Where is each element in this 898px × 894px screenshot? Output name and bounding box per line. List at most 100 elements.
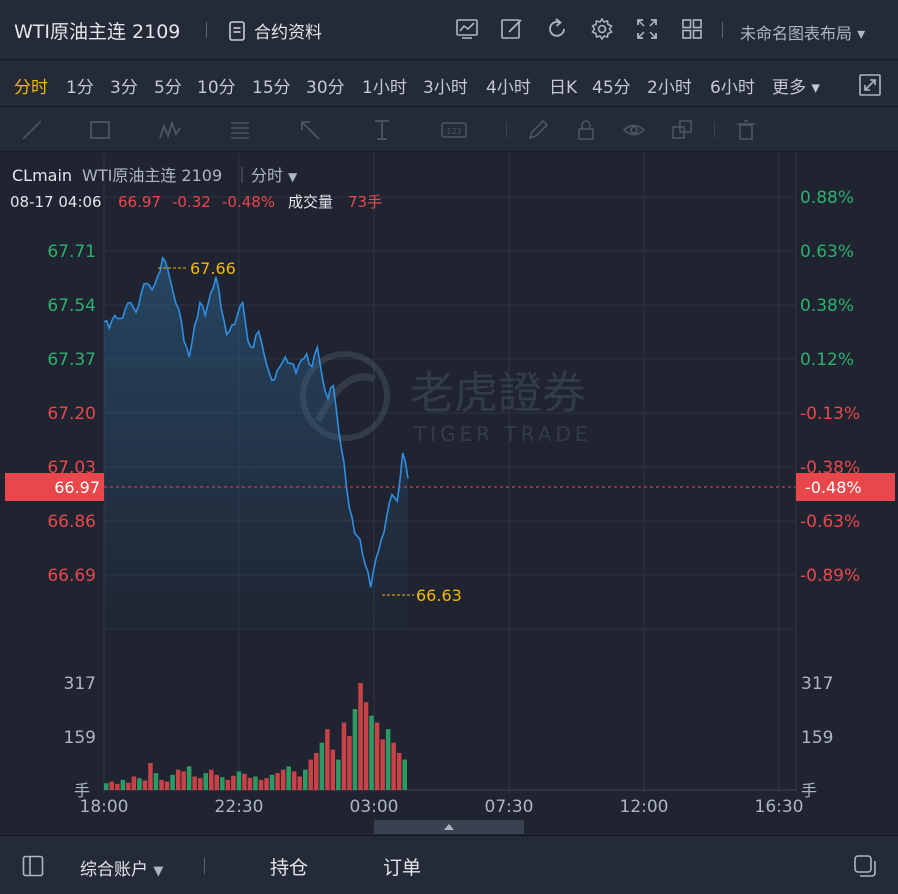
- pct-tick-right: -0.13%: [800, 404, 860, 424]
- chart-period[interactable]: 分时: [251, 166, 283, 185]
- text-label-tool-icon[interactable]: 123: [440, 118, 468, 142]
- volume-bar: [137, 778, 142, 790]
- period-tab[interactable]: 6小时: [710, 78, 755, 98]
- watermark-cn: 老虎證券: [410, 368, 586, 419]
- chart-instrument: WTI原油主连 2109: [82, 166, 222, 185]
- bottom-bar: 综合账户 ▼ 持仓 订单: [0, 835, 898, 894]
- quote-datetime: 08-17 04:06: [10, 193, 102, 211]
- period-tab[interactable]: 更多 ▾: [772, 78, 820, 98]
- settings-gear-icon[interactable]: [589, 16, 615, 42]
- volume-bar: [164, 781, 170, 790]
- period-tab[interactable]: 分时: [14, 78, 48, 98]
- quote-price: 66.97: [118, 193, 161, 211]
- document-icon: [229, 20, 245, 41]
- lock-icon[interactable]: [574, 118, 598, 142]
- quote-change: -0.32: [172, 193, 211, 211]
- volume-bar: [308, 759, 313, 790]
- chart-area[interactable]: 老虎證券 TIGER TRADE 67.71 67.54 67.37 67.20 67.…: [0, 153, 898, 820]
- volume-bar: [115, 783, 120, 790]
- grid-layout-icon[interactable]: [679, 16, 705, 42]
- volume-bar: [175, 769, 181, 790]
- period-tab[interactable]: 日K: [549, 78, 578, 98]
- fullscreen-icon[interactable]: [634, 16, 660, 42]
- panel-collapse-handle[interactable]: [374, 820, 524, 834]
- pct-tick-right: -0.89%: [800, 566, 860, 586]
- pen-icon[interactable]: [526, 118, 550, 142]
- wave-tool-icon[interactable]: [158, 118, 182, 142]
- period-tab[interactable]: 45分: [592, 78, 631, 98]
- volume-bar: [352, 709, 358, 790]
- volume-bar: [104, 783, 109, 790]
- arrow-tool-icon[interactable]: [298, 118, 322, 142]
- line-tool-icon[interactable]: [20, 118, 44, 142]
- period-tab[interactable]: 10分: [197, 78, 236, 98]
- trash-icon[interactable]: [734, 118, 758, 142]
- sidebar-toggle-icon[interactable]: [22, 855, 44, 877]
- divider: [714, 122, 715, 138]
- volume-bar: [264, 778, 269, 790]
- volume-bar: [330, 749, 336, 790]
- volume-bar: [198, 778, 203, 790]
- volume-bar: [358, 683, 363, 790]
- volume-bar: [181, 771, 186, 790]
- price-line: [103, 255, 409, 588]
- period-tab[interactable]: 4小时: [486, 78, 531, 98]
- period-tab[interactable]: 3小时: [423, 78, 468, 98]
- price-area: [104, 257, 408, 629]
- volume-bar: [214, 774, 219, 790]
- price-tick-left: 67.20: [47, 404, 96, 424]
- account-selector[interactable]: 综合账户 ▼: [80, 855, 163, 880]
- period-tab[interactable]: 1分: [66, 78, 94, 98]
- volume-bar: [325, 729, 330, 790]
- volume-bar: [269, 774, 275, 790]
- positions-tab[interactable]: 持仓: [270, 857, 309, 879]
- expand-chart-icon[interactable]: [858, 73, 882, 97]
- layout-selector[interactable]: 未命名图表布局 ▾: [740, 20, 865, 44]
- period-tab[interactable]: 5分: [154, 78, 182, 98]
- volume-bar: [280, 769, 286, 790]
- volume-tick-right: 159: [801, 728, 833, 748]
- symbol-code: CLmain: [12, 166, 72, 185]
- copy-icon[interactable]: [670, 118, 694, 142]
- chevron-up-icon: [444, 824, 454, 830]
- caret-down-icon: ▼: [153, 864, 164, 879]
- indicator-icon[interactable]: [454, 16, 480, 42]
- volume-bar: [186, 766, 192, 790]
- volume-bar: [242, 773, 247, 790]
- fibonacci-tool-icon[interactable]: [228, 118, 252, 142]
- volume-bar: [303, 769, 308, 790]
- contract-info-label: 合约资料: [254, 23, 322, 43]
- period-tab[interactable]: 30分: [306, 78, 345, 98]
- price-tick-left: 67.54: [47, 296, 96, 316]
- pct-tick-right: 0.12%: [800, 350, 854, 370]
- volume-tick-left: 317: [64, 674, 96, 694]
- draw-edit-icon[interactable]: [499, 16, 525, 42]
- period-tab[interactable]: 15分: [252, 78, 291, 98]
- eye-icon[interactable]: [622, 118, 646, 142]
- price-tick-left: 66.86: [47, 512, 96, 532]
- volume-bar: [336, 759, 341, 790]
- volume-bar: [363, 702, 369, 790]
- svg-text:123: 123: [446, 127, 461, 136]
- popout-window-icon[interactable]: [853, 854, 877, 878]
- caret-down-icon: ▾: [811, 78, 820, 98]
- rectangle-tool-icon[interactable]: [88, 118, 112, 142]
- watermark-en: TIGER TRADE: [413, 422, 592, 446]
- price-range-tool-icon[interactable]: [370, 118, 394, 142]
- high-label: 67.66: [190, 259, 236, 278]
- period-tab[interactable]: 1小时: [362, 78, 407, 98]
- volume-bar: [192, 776, 197, 790]
- period-caret-icon[interactable]: ▼: [288, 170, 298, 184]
- divider: [206, 22, 207, 38]
- volume-unit-left: 手: [74, 781, 90, 800]
- period-tab[interactable]: 3分: [110, 78, 138, 98]
- orders-tab[interactable]: 订单: [383, 857, 422, 879]
- refresh-icon[interactable]: [544, 16, 570, 42]
- divider: [722, 22, 723, 38]
- volume-bar: [148, 763, 153, 790]
- contract-info-button[interactable]: 合约资料: [228, 18, 322, 43]
- low-label: 66.63: [416, 586, 462, 605]
- instrument-title[interactable]: WTI原油主连 2109: [14, 21, 181, 43]
- volume-unit-right: 手: [801, 781, 817, 800]
- period-tab[interactable]: 2小时: [647, 78, 692, 98]
